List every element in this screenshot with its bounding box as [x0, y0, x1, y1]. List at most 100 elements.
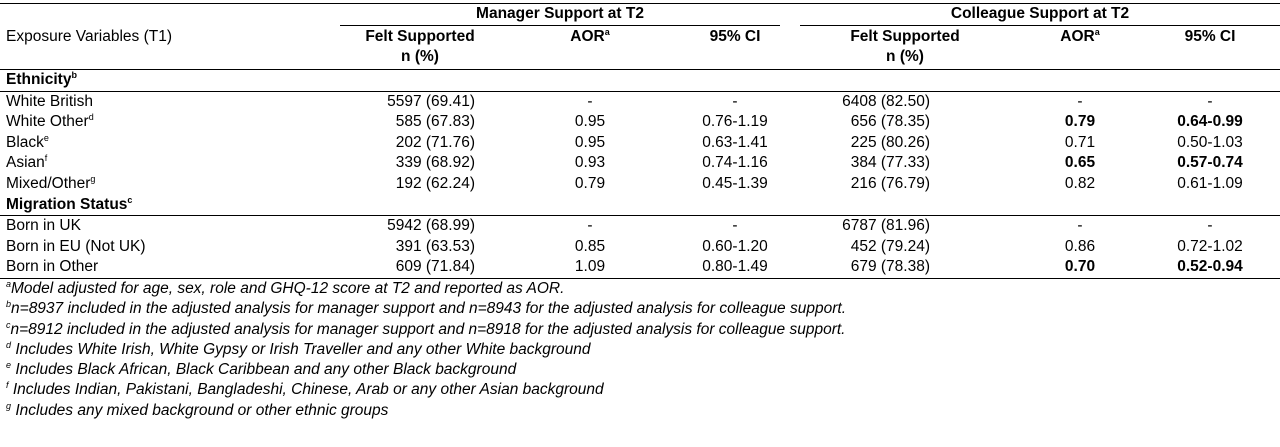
data-row: Blacke 202 (71.76) 0.95 0.63-1.41 225 (80.26… [0, 133, 1280, 154]
data-row: Asianf 339 (68.92) 0.93 0.74-1.16 384 (77.33… [0, 153, 1280, 174]
group-header: Manager Support at T2 [340, 4, 790, 27]
data-cell: 225 (80.26) [850, 133, 930, 151]
empty-cell [0, 4, 340, 27]
column-header: Exposure Variables (T1) [0, 26, 340, 70]
data-row: Born in EU (Not UK) 391 (63.53) 0.85 0.60-1… [0, 237, 1280, 258]
data-cell: 452 (79.24) [850, 237, 930, 255]
footnote: bn=8937 included in the adjusted analysi… [0, 299, 1280, 319]
row-label-text: White British [6, 92, 93, 110]
data-cell: - [732, 92, 738, 110]
footnote-marker: f [44, 153, 48, 164]
row-label: Asianf [0, 153, 340, 174]
row-label: Blacke [0, 133, 340, 154]
footnote-marker: d [6, 339, 12, 350]
footnote-marker: a [604, 27, 610, 37]
section-label: Migration Statusc [0, 194, 1280, 217]
results-table: Manager Support at T2 Colleague Support a… [0, 3, 1280, 279]
footnote-marker: e [6, 360, 12, 371]
data-cell: - [732, 217, 738, 235]
column-header: Felt Supported n (%) [340, 26, 500, 70]
data-cell: 0.93 [574, 154, 606, 172]
footnote: d Includes White Irish, White Gypsy or I… [0, 340, 1280, 360]
footnote-text: n=8937 included in the adjusted analysis… [11, 300, 846, 318]
data-cell: 0.80-1.49 [680, 257, 790, 279]
data-cell: 0.76-1.19 [702, 113, 768, 131]
column-header: 95% CI [1140, 26, 1280, 70]
column-header-line: Felt Supported [850, 28, 960, 45]
column-header-line: 95% CI [709, 28, 761, 45]
data-cell: 0.71 [1064, 133, 1096, 151]
footnote-marker: b [71, 70, 77, 80]
footnote-marker: g [90, 173, 96, 184]
data-cell: - [1207, 92, 1213, 110]
data-cell: 216 (76.79) [850, 174, 930, 192]
data-cell: 1.09 [500, 257, 680, 279]
data-cell: - [587, 92, 593, 110]
footnote-text: Includes Indian, Pakistani, Bangladeshi,… [8, 381, 604, 399]
data-cell: 679 (78.38) [790, 257, 1020, 279]
data-cell: 585 (67.83) [395, 113, 475, 131]
data-cell: 0.79 [1064, 113, 1096, 131]
row-label-text: Asian [6, 154, 45, 172]
data-cell: 391 (63.53) [395, 237, 475, 255]
row-label-text: Black [6, 133, 44, 151]
footnote-text: Includes White Irish, White Gypsy or Iri… [11, 340, 591, 358]
data-cell: 0.74-1.16 [702, 154, 768, 172]
row-label-text: Born in UK [6, 217, 81, 235]
data-cell: 0.64-0.99 [1177, 113, 1243, 131]
data-cell: 0.52-0.94 [1140, 257, 1280, 279]
data-cell: 0.82 [1064, 174, 1096, 192]
data-cell: 0.95 [574, 133, 606, 151]
data-row: Born in Other 609 (71.84) 1.09 0.80-1.49 679… [0, 257, 1280, 279]
row-label: White British [0, 91, 340, 112]
data-cell: 0.72-1.02 [1177, 237, 1243, 255]
data-cell: 0.63-1.41 [702, 133, 768, 151]
data-cell: 0.50-1.03 [1177, 133, 1243, 151]
data-cell: - [1077, 92, 1083, 110]
data-cell: - [1077, 217, 1083, 235]
footnote: e Includes Black African, Black Caribbea… [0, 360, 1280, 380]
column-header-line: n (%) [886, 48, 924, 65]
row-label: Born in UK [0, 216, 340, 237]
data-cell: 0.86 [1064, 237, 1096, 255]
row-label: Mixed/Otherg [0, 174, 340, 195]
footnote-marker: g [6, 400, 12, 411]
section-label-text: Ethnicity [6, 71, 72, 88]
data-cell: 656 (78.35) [850, 113, 930, 131]
data-row: Born in UK 5942 (68.99) - - 6787 (81.96) - - [0, 216, 1280, 237]
footnote: cn=8912 included in the adjusted analysi… [0, 320, 1280, 340]
data-cell: 6787 (81.96) [842, 217, 930, 235]
column-header: AORa [1020, 26, 1140, 70]
footnote-marker: b [6, 299, 12, 310]
data-cell: 202 (71.76) [395, 133, 475, 151]
group-header-text: Colleague Support at T2 [800, 4, 1280, 26]
data-row: White Otherd 585 (67.83) 0.95 0.76-1.19 656 … [0, 112, 1280, 133]
group-header-text: Manager Support at T2 [340, 4, 780, 26]
data-cell: 5942 (68.99) [387, 217, 475, 235]
row-label-text: Born in EU (Not UK) [6, 237, 146, 255]
group-header: Colleague Support at T2 [790, 4, 1280, 27]
column-header-line: Exposure Variables (T1) [6, 28, 172, 45]
column-header-line: AORa [570, 27, 610, 46]
footnote-text: Model adjusted for age, sex, role and GH… [11, 279, 565, 297]
section-label-text: Migration Status [6, 195, 128, 213]
data-cell: - [1207, 217, 1213, 235]
data-cell: 0.85 [574, 237, 606, 255]
row-label-text: White Other [6, 113, 89, 131]
data-cell: 609 (71.84) [340, 257, 500, 279]
data-row: Mixed/Otherg 192 (62.24) 0.79 0.45-1.39 216 … [0, 174, 1280, 195]
footnote-text: n=8912 included in the adjusted analysis… [10, 320, 846, 338]
footnote-marker: a [1094, 27, 1100, 37]
data-cell: 192 (62.24) [395, 174, 475, 192]
data-cell: 384 (77.33) [850, 154, 930, 172]
row-label: Born in EU (Not UK) [0, 237, 340, 258]
column-header-line: 95% CI [1184, 28, 1236, 45]
column-header-line: AORa [1060, 27, 1100, 46]
footnote: f Includes Indian, Pakistani, Bangladesh… [0, 380, 1280, 400]
section-row: Migration Statusc [0, 194, 1280, 217]
data-cell: 0.61-1.09 [1177, 174, 1243, 192]
footnote-text: Includes Black African, Black Caribbean … [11, 361, 517, 379]
footnote-marker: d [88, 112, 94, 123]
row-label: Born in Other [0, 257, 340, 279]
section-label: Ethnicityb [0, 69, 1280, 92]
